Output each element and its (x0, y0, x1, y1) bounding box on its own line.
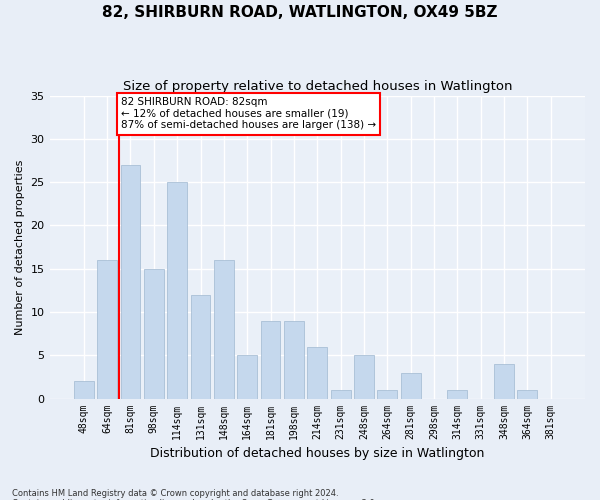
Title: Size of property relative to detached houses in Watlington: Size of property relative to detached ho… (122, 80, 512, 93)
Bar (214, 260, 234, 398)
Bar (517, 390, 538, 398)
Bar (191, 294, 211, 399)
Bar (284, 320, 304, 398)
Text: 82, SHIRBURN ROAD, WATLINGTON, OX49 5BZ: 82, SHIRBURN ROAD, WATLINGTON, OX49 5BZ (102, 5, 498, 20)
Bar (238, 356, 257, 399)
Bar (121, 165, 140, 398)
Bar (97, 260, 117, 398)
Bar (144, 268, 164, 398)
Bar (377, 390, 397, 398)
Bar (448, 390, 467, 398)
Bar (307, 346, 327, 399)
Bar (494, 364, 514, 398)
Y-axis label: Number of detached properties: Number of detached properties (15, 160, 25, 334)
Bar (260, 320, 280, 398)
Bar (167, 182, 187, 398)
Bar (74, 381, 94, 398)
Bar (354, 356, 374, 399)
X-axis label: Distribution of detached houses by size in Watlington: Distribution of detached houses by size … (150, 447, 484, 460)
Bar (401, 372, 421, 398)
Text: 82 SHIRBURN ROAD: 82sqm
← 12% of detached houses are smaller (19)
87% of semi-de: 82 SHIRBURN ROAD: 82sqm ← 12% of detache… (121, 98, 376, 130)
Text: Contains HM Land Registry data © Crown copyright and database right 2024.: Contains HM Land Registry data © Crown c… (12, 488, 338, 498)
Bar (331, 390, 350, 398)
Text: Contains public sector information licensed under the Open Government Licence v3: Contains public sector information licen… (12, 498, 377, 500)
